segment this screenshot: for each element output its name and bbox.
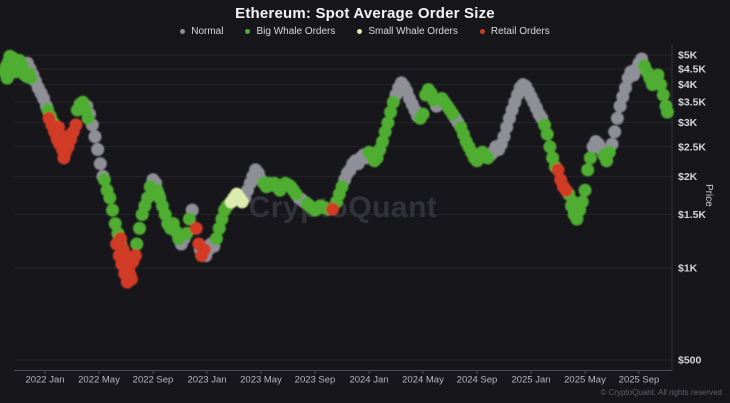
data-point-big-whale-orders bbox=[103, 191, 117, 205]
data-point-retail-orders bbox=[124, 272, 138, 286]
data-point-big-whale-orders bbox=[289, 187, 303, 201]
data-point-big-whale-orders bbox=[386, 95, 400, 109]
data-point-retail-orders bbox=[197, 243, 211, 257]
x-axis-tick-label: 2023 Sep bbox=[295, 375, 336, 386]
x-axis-tick-label: 2025 Sep bbox=[619, 375, 660, 386]
data-point-normal bbox=[91, 143, 105, 156]
data-point-big-whale-orders bbox=[481, 151, 495, 165]
y-axis-tick-label: $3K bbox=[678, 117, 698, 129]
data-point-big-whale-orders bbox=[130, 237, 144, 251]
data-point-big-whale-orders bbox=[182, 212, 196, 226]
data-point-retail-orders bbox=[551, 163, 565, 177]
data-point-big-whale-orders bbox=[602, 145, 616, 159]
data-point-retail-orders bbox=[189, 221, 203, 235]
y-axis-tick-label: $5K bbox=[678, 50, 698, 62]
data-point-big-whale-orders bbox=[81, 111, 95, 125]
data-point-big-whale-orders bbox=[581, 163, 595, 177]
data-point-normal bbox=[88, 130, 102, 144]
data-point-retail-orders bbox=[128, 249, 142, 263]
x-axis-tick-label: 2024 Sep bbox=[457, 375, 498, 386]
legend-item-retail[interactable]: Retail Orders bbox=[479, 25, 550, 37]
data-point-big-whale-orders bbox=[106, 203, 119, 217]
data-point-big-whale-orders bbox=[133, 221, 146, 235]
data-point-big-whale-orders bbox=[3, 49, 17, 63]
data-point-normal bbox=[93, 157, 107, 171]
big-whale-legend-dot-icon bbox=[245, 28, 251, 34]
y-axis-tick-label: $1K bbox=[678, 263, 698, 275]
data-point-big-whale-orders bbox=[209, 232, 223, 246]
data-point-retail-orders bbox=[119, 249, 133, 263]
y-axis-tick-label: $3.5K bbox=[678, 97, 706, 109]
data-point-big-whale-orders bbox=[446, 107, 460, 121]
y-axis-tick-label: $2K bbox=[678, 171, 698, 183]
y-axis-title: Price bbox=[703, 184, 714, 207]
data-point-big-whale-orders bbox=[654, 78, 668, 92]
normal-legend-dot-icon bbox=[180, 28, 186, 34]
data-point-normal bbox=[610, 111, 624, 125]
data-point-big-whale-orders bbox=[416, 107, 430, 121]
data-point-big-whale-orders bbox=[24, 71, 38, 85]
data-point-big-whale-orders bbox=[656, 88, 670, 102]
legend: Normal Big Whale Orders Small Whale Orders… bbox=[0, 24, 730, 38]
data-point-big-whale-orders bbox=[335, 180, 349, 194]
data-point-big-whale-orders bbox=[15, 58, 29, 72]
y-axis-tick-label: $500 bbox=[678, 355, 702, 367]
x-axis-tick-label: 2022 Sep bbox=[133, 375, 174, 386]
data-point-big-whale-orders bbox=[543, 140, 557, 154]
retail-legend-dot-icon bbox=[479, 28, 485, 34]
data-point-retail-orders bbox=[326, 202, 340, 216]
x-axis-tick-label: 2023 May bbox=[240, 375, 282, 386]
legend-item-label: Small Whale Orders bbox=[368, 25, 458, 37]
data-point-retail-orders bbox=[57, 151, 71, 165]
data-point-retail-orders bbox=[122, 261, 136, 275]
x-axis-tick-label: 2022 Jan bbox=[25, 375, 64, 386]
data-point-big-whale-orders bbox=[578, 183, 592, 197]
y-axis-tick-label: $4K bbox=[678, 79, 698, 91]
x-axis-tick-label: 2024 May bbox=[402, 375, 444, 386]
data-point-retail-orders bbox=[60, 130, 74, 144]
y-axis-tick-label: $4.5K bbox=[678, 64, 706, 76]
data-point-retail-orders bbox=[52, 120, 65, 134]
data-point-big-whale-orders bbox=[97, 173, 111, 187]
data-point-big-whale-orders bbox=[376, 135, 389, 149]
legend-item-label: Normal bbox=[191, 25, 224, 37]
data-point-big-whale-orders bbox=[141, 191, 155, 205]
data-point-normal bbox=[608, 125, 622, 139]
legend-item-normal[interactable]: Normal bbox=[180, 26, 223, 37]
data-point-big-whale-orders bbox=[569, 199, 582, 213]
legend-item-big-whale[interactable]: Big Whale Orders bbox=[245, 26, 335, 37]
data-point-small-whale-orders bbox=[235, 195, 249, 209]
y-axis-tick-label: $1.5K bbox=[678, 209, 706, 221]
x-axis-tick-label: 2022 May bbox=[78, 375, 120, 386]
data-point-big-whale-orders bbox=[540, 127, 554, 141]
scatter-points[interactable] bbox=[0, 49, 674, 289]
copyright-text: © CryptoQuant. All rights reserved bbox=[600, 388, 723, 397]
legend-item-small-whale[interactable]: Small Whale Orders bbox=[357, 25, 458, 37]
data-point-retail-orders bbox=[69, 118, 83, 132]
data-point-big-whale-orders bbox=[108, 217, 122, 231]
legend-item-label: Big Whale Orders bbox=[256, 25, 336, 37]
x-axis-tick-label: 2023 Jan bbox=[187, 375, 226, 386]
data-point-retail-orders bbox=[559, 183, 573, 197]
chart-title: Ethereum: Spot Average Order Size bbox=[235, 5, 495, 22]
legend-item-label: Retail Orders bbox=[490, 25, 550, 37]
data-point-big-whale-orders bbox=[660, 105, 674, 119]
x-axis-tick-label: 2025 Jan bbox=[511, 375, 550, 386]
small-whale-legend-dot-icon bbox=[357, 28, 363, 34]
data-point-big-whale-orders bbox=[583, 151, 597, 165]
data-point-big-whale-orders bbox=[381, 116, 395, 130]
data-point-big-whale-orders bbox=[384, 105, 398, 119]
x-axis-tick-label: 2025 May bbox=[564, 375, 606, 386]
y-axis-tick-label: $2.5K bbox=[678, 141, 706, 153]
data-point-normal bbox=[619, 81, 632, 95]
data-point-retail-orders bbox=[114, 232, 128, 246]
x-axis-tick-label: 2024 Jan bbox=[349, 375, 388, 386]
